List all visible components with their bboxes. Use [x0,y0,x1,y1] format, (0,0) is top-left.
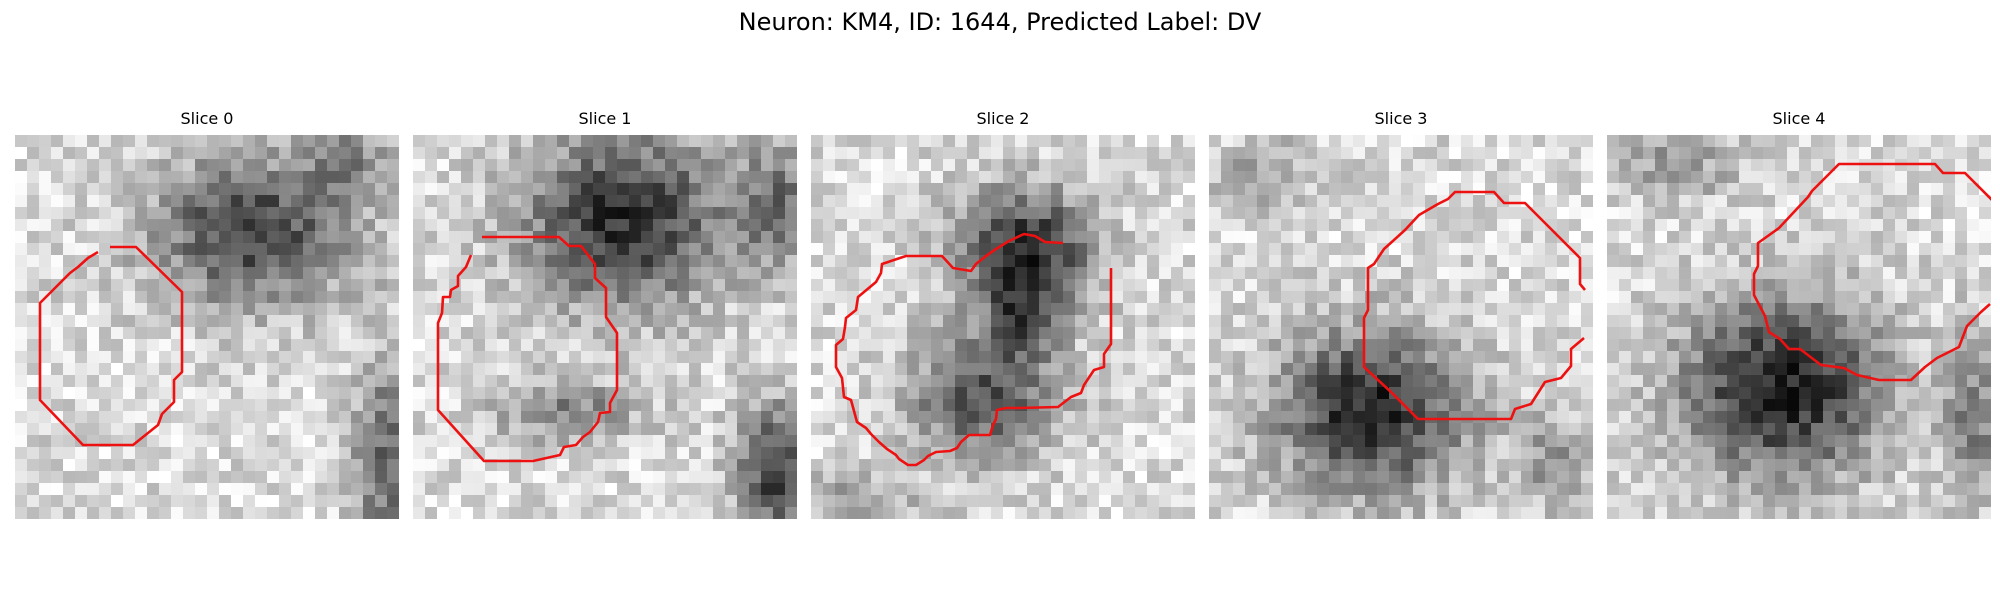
roi-contour-3 [1362,190,1586,421]
slice-image-2 [811,135,1195,519]
roi-contour-1 [436,235,619,463]
grayscale-pixel-grid-3 [1209,135,1593,519]
grayscale-pixel-grid-1 [413,135,797,519]
roi-contour-4 [1752,162,1991,382]
roi-contour-0 [38,245,184,447]
slice-image-3 [1209,135,1593,519]
slice-title-0: Slice 0 [180,109,234,128]
grayscale-pixel-grid-4 [1607,135,1991,519]
slice-panel-3: Slice 3 [1209,108,1593,519]
slice-title-1: Slice 1 [578,109,632,128]
slice-image-0 [15,135,399,519]
grayscale-pixel-grid-2 [811,135,1195,519]
slice-image-4 [1607,135,1991,519]
slice-panel-4: Slice 4 [1607,108,1991,519]
slice-image-1 [413,135,797,519]
grayscale-pixel-grid-0 [15,135,399,519]
slice-panel-0: Slice 0 [15,108,399,519]
slice-title-4: Slice 4 [1772,109,1826,128]
roi-contour-2 [834,232,1113,467]
figure-title: Neuron: KM4, ID: 1644, Predicted Label: … [738,8,1262,36]
slice-panel-2: Slice 2 [811,108,1195,519]
slice-title-3: Slice 3 [1374,109,1428,128]
slice-title-2: Slice 2 [976,109,1030,128]
slice-panel-1: Slice 1 [413,108,797,519]
